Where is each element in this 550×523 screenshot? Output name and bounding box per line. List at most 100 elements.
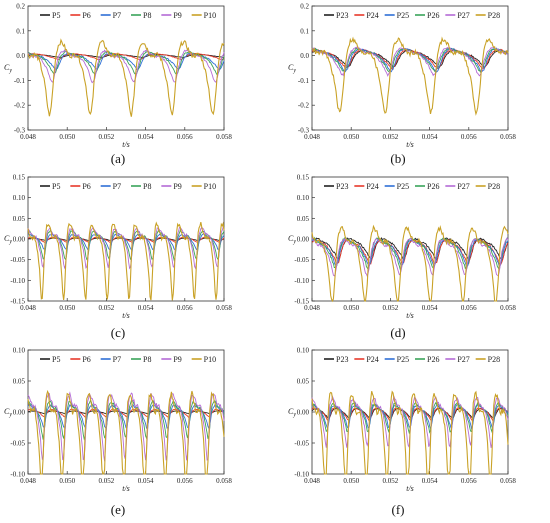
panel-label: (e) (111, 502, 125, 517)
y-tick-label: 0.10 (297, 347, 310, 355)
legend-label-p9: P9 (173, 355, 181, 364)
x-tick-label: 0.048 (20, 133, 36, 141)
x-tick-label: 0.048 (304, 477, 320, 485)
y-tick-label: -0.10 (10, 471, 25, 479)
x-tick-label: 0.056 (461, 304, 477, 312)
panel-label: (b) (390, 151, 405, 166)
legend-label-p10: P10 (204, 182, 216, 191)
legend-label-p27: P27 (457, 11, 469, 20)
y-axis-label: Cy (4, 234, 12, 245)
x-tick-label: 0.056 (461, 477, 477, 485)
legend-label-p27: P27 (457, 182, 469, 191)
x-tick-label: 0.058 (216, 477, 232, 485)
y-tick-label: -0.1 (14, 77, 26, 85)
legend-label-p28: P28 (488, 355, 500, 364)
panel-b: 0.048 0.050 0.052 0.054 0.056 0.058 -0.3 -0.2 -0… (288, 3, 516, 167)
y-tick-label: -0.3 (298, 127, 310, 135)
panel-d: 0.048 0.050 0.052 0.054 0.056 0.058 -0.15 -0.10… (288, 174, 516, 341)
legend-label-p5: P5 (52, 355, 60, 364)
panel-c: 0.048 0.050 0.052 0.054 0.056 0.058 -0.15 -0.10… (4, 174, 232, 341)
x-tick-label: 0.052 (383, 477, 399, 485)
plot-frame (311, 5, 509, 131)
y-tick-label: 0.05 (13, 215, 26, 223)
series-line-p28 (311, 36, 509, 116)
panel-label: (a) (111, 151, 125, 166)
legend-label-p8: P8 (143, 355, 151, 364)
x-tick-label: 0.048 (20, 304, 36, 312)
y-tick-label: 0.05 (13, 378, 26, 386)
x-tick-label: 0.048 (304, 304, 320, 312)
legend: P23 P24 P25 P26 P27 P28 (324, 355, 500, 364)
legend-label-p25: P25 (397, 11, 409, 20)
x-axis-label: t/s (406, 140, 414, 149)
y-tick-label: 0.0 (300, 52, 309, 60)
legend-label-p24: P24 (366, 11, 378, 20)
x-tick-label: 0.048 (20, 477, 36, 485)
legend-label-p26: P26 (427, 182, 439, 191)
series-line-p10 (27, 38, 225, 117)
legend-label-p25: P25 (397, 182, 409, 191)
series-line-p24 (311, 238, 509, 266)
series-line-p6 (27, 236, 225, 243)
y-tick-label: -0.2 (14, 102, 26, 110)
y-tick-label: 0.00 (297, 236, 310, 244)
legend-label-p9: P9 (173, 11, 181, 20)
y-tick-label: 0.00 (13, 409, 26, 417)
x-tick-label: 0.058 (216, 133, 232, 141)
legend-label-p6: P6 (82, 11, 90, 20)
legend-label-p8: P8 (143, 11, 151, 20)
legend-label-p23: P23 (336, 11, 348, 20)
legend: P23 P24 P25 P26 P27 P28 (324, 182, 500, 191)
series-line-p28 (311, 224, 509, 303)
y-tick-label: 0.15 (297, 174, 310, 182)
series-line-p10 (27, 221, 225, 301)
legend-label-p5: P5 (52, 182, 60, 191)
legend-label-p23: P23 (336, 355, 348, 364)
series-line-p23 (311, 49, 509, 68)
y-axis-label: Cy (4, 63, 12, 74)
legend-label-p6: P6 (82, 355, 90, 364)
panel-a: 0.048 0.050 0.052 0.054 0.056 0.058 -0.3 -0.2 -0… (4, 3, 232, 167)
y-tick-label: 0.05 (297, 215, 310, 223)
x-tick-label: 0.056 (177, 133, 193, 141)
legend: P5 P6 P7 P8 P9 P10 (40, 11, 216, 20)
x-tick-label: 0.056 (461, 133, 477, 141)
y-tick-label: 0.1 (16, 27, 25, 35)
y-tick-label: -0.10 (10, 277, 25, 285)
y-tick-label: -0.10 (294, 277, 309, 285)
x-tick-label: 0.058 (216, 304, 232, 312)
x-tick-label: 0.058 (500, 133, 516, 141)
y-axis-label: Cy (288, 234, 296, 245)
series-line-p27 (311, 46, 509, 77)
x-tick-label: 0.050 (343, 133, 359, 141)
y-tick-label: 0.0 (16, 52, 25, 60)
y-tick-label: -0.05 (294, 440, 309, 448)
y-tick-label: -0.15 (10, 298, 25, 306)
x-tick-label: 0.054 (138, 133, 154, 141)
series-line-p10 (27, 389, 225, 475)
y-tick-label: -0.1 (298, 77, 310, 85)
x-tick-label: 0.050 (343, 477, 359, 485)
x-axis-label: t/s (122, 484, 130, 493)
legend: P5 P6 P7 P8 P9 P10 (40, 355, 216, 364)
y-tick-label: 0.00 (297, 409, 310, 417)
x-tick-label: 0.050 (59, 133, 75, 141)
series-line-p27 (311, 237, 509, 278)
legend-label-p9: P9 (173, 182, 181, 191)
plot-frame (27, 5, 225, 131)
x-axis-label: t/s (122, 140, 130, 149)
legend-label-p28: P28 (488, 182, 500, 191)
legend-label-p10: P10 (204, 11, 216, 20)
y-tick-label: -0.15 (294, 298, 309, 306)
x-tick-label: 0.054 (138, 304, 154, 312)
legend-label-p24: P24 (366, 355, 378, 364)
panel-f: 0.048 0.050 0.052 0.054 0.056 0.058 -0.10 -0.05… (288, 347, 516, 518)
legend: P23 P24 P25 P26 P27 P28 (324, 11, 500, 20)
panel-e: 0.048 0.050 0.052 0.054 0.056 0.058 -0.10 -0.05… (4, 347, 232, 518)
legend-label-p24: P24 (366, 182, 378, 191)
y-tick-label: -0.2 (298, 102, 310, 110)
series-line-p7 (27, 403, 225, 430)
x-axis-label: t/s (122, 311, 130, 320)
y-axis-label: Cy (288, 63, 296, 74)
